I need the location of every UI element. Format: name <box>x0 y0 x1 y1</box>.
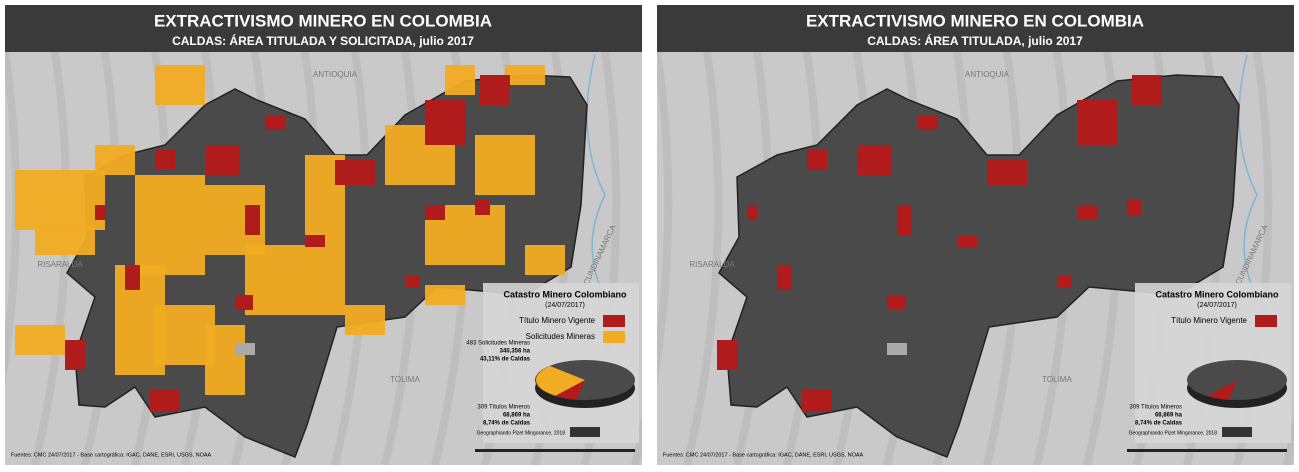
legend-date: (24/07/2017) <box>1197 302 1237 309</box>
mining-title <box>65 340 85 370</box>
mining-title <box>857 145 892 175</box>
title: EXTRACTIVISMO MINERO EN COLOMBIA <box>806 11 1144 30</box>
legend-swatch <box>603 315 625 327</box>
mining-request <box>525 245 565 275</box>
mining-title <box>802 390 832 412</box>
mining-title <box>897 205 912 235</box>
legend-date: (24/07/2017) <box>545 302 585 309</box>
mining-title <box>957 235 977 247</box>
mining-request <box>445 65 475 95</box>
caldas-region <box>718 74 1240 458</box>
mining-title <box>150 390 180 412</box>
stat-text: 309 Títulos Mineros <box>477 405 530 411</box>
pie-slice <box>1207 380 1237 400</box>
city <box>235 343 255 355</box>
title-bar <box>5 5 642 52</box>
mining-request <box>475 135 535 195</box>
mining-title <box>335 160 375 185</box>
river <box>1238 54 1268 316</box>
mining-title <box>205 145 240 175</box>
mining-title <box>125 265 140 290</box>
title: EXTRACTIVISMO MINERO EN COLOMBIA <box>154 11 492 30</box>
pie-slice <box>555 380 585 400</box>
mining-request <box>15 325 65 355</box>
relief <box>657 51 673 386</box>
mining-title <box>747 205 757 220</box>
mining-title <box>717 340 737 370</box>
mining-title <box>305 235 325 247</box>
mining-title <box>425 205 445 220</box>
sources: Fuentes: CMC 24/07/2017 - Base cartográf… <box>11 452 212 458</box>
place-label: RISARALDA <box>37 260 83 269</box>
mining-request <box>135 175 205 275</box>
title-bar <box>657 5 1294 52</box>
place-label: ANTIOQUIA <box>965 70 1010 79</box>
mining-title <box>235 295 253 310</box>
stat-text: 8,74% de Caldas <box>483 421 531 427</box>
place-label: RISARALDA <box>689 260 735 269</box>
scale-bar <box>475 449 635 452</box>
city <box>887 343 907 355</box>
mining-title <box>425 100 465 145</box>
mining-title <box>1132 75 1162 105</box>
relief <box>5 51 21 386</box>
mining-title <box>475 200 490 215</box>
legend-title: Catastro Minero Colombiano <box>1155 289 1279 299</box>
map-panel: ANTIOQUIARISARALDATOLIMACUNDINAMARCAEXTR… <box>657 5 1294 465</box>
mining-request <box>345 305 385 335</box>
mining-request <box>205 325 245 395</box>
sources: Fuentes: CMC 24/07/2017 - Base cartográf… <box>663 452 864 458</box>
mining-title <box>405 275 420 287</box>
place-label: TOLIMA <box>390 375 420 384</box>
legend-item: Título Minero Vigente <box>519 316 595 325</box>
mining-request <box>425 285 465 305</box>
mining-title <box>95 205 105 220</box>
mining-title <box>245 205 260 235</box>
mining-title <box>917 115 937 130</box>
place-label: TOLIMA <box>1042 375 1072 384</box>
legend-swatch <box>603 331 625 343</box>
mining-request <box>155 65 205 105</box>
credit: Geographiando Pizet Mingorance, 2018 <box>477 430 566 436</box>
river <box>586 54 616 316</box>
license-badge <box>570 427 600 437</box>
mining-request <box>245 245 345 315</box>
mining-request <box>15 170 105 230</box>
stat-text: 68,869 ha <box>1155 413 1183 419</box>
license-badge <box>1222 427 1252 437</box>
stat-text: 68,869 ha <box>503 413 531 419</box>
stat-text: 309 Títulos Mineros <box>1129 405 1182 411</box>
mining-title <box>1077 205 1097 220</box>
mining-title <box>155 150 175 170</box>
place-label: ANTIOQUIA <box>313 70 358 79</box>
mining-title <box>987 160 1027 185</box>
scale-bar <box>1127 449 1287 452</box>
mining-title <box>807 150 827 170</box>
mining-title <box>887 295 905 310</box>
relief <box>683 51 723 465</box>
stat-text: 340,356 ha <box>500 349 531 355</box>
stat-text: 43,11% de Caldas <box>480 357 531 363</box>
mining-title <box>480 75 510 105</box>
mining-request <box>95 145 135 175</box>
mining-title <box>1127 200 1142 215</box>
stat-text: 483 Solicitudes Mineras <box>466 341 530 347</box>
subtitle: CALDAS: ÁREA TITULADA, julio 2017 <box>867 33 1083 48</box>
mining-request <box>505 65 545 85</box>
credit: Geographiando Pizet Mingorance, 2018 <box>1129 430 1218 436</box>
legend-item: Solicitudes Mineras <box>526 332 595 341</box>
mining-title <box>777 265 792 290</box>
legend-swatch <box>1255 315 1277 327</box>
relief <box>31 51 71 465</box>
mining-title <box>265 115 285 130</box>
legend-item: Título Minero Vigente <box>1171 316 1247 325</box>
stat-text: 8,74% de Caldas <box>1135 421 1183 427</box>
mining-title <box>1057 275 1072 287</box>
mining-title <box>1077 100 1117 145</box>
subtitle: CALDAS: ÁREA TITULADA Y SOLICITADA, juli… <box>172 33 474 48</box>
map-panel: ANTIOQUIARISARALDATOLIMACUNDINAMARCAEXTR… <box>5 5 642 465</box>
legend-title: Catastro Minero Colombiano <box>503 289 627 299</box>
mining-request <box>35 225 95 255</box>
